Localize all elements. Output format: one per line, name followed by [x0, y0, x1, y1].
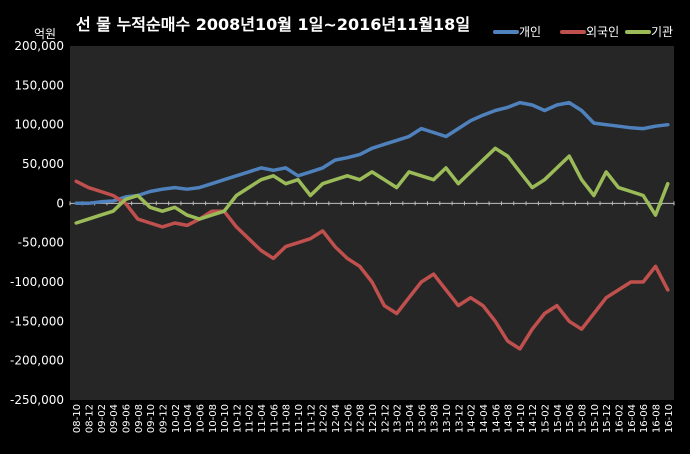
x-tick-label: 10-08	[208, 404, 219, 433]
x-tick-label: 12-08	[356, 404, 367, 433]
series-lines	[74, 100, 670, 351]
x-tick-label: 15-06	[565, 404, 576, 433]
x-tick-label: 13-12	[454, 404, 465, 433]
x-tick-label: 13-10	[442, 404, 453, 433]
x-tick-label: 12-04	[331, 404, 342, 433]
x-tick-label: 12-12	[380, 404, 391, 433]
y-tick-label: -150,000	[10, 314, 64, 328]
x-tick-label: 16-10	[664, 404, 675, 433]
x-tick-label: 15-12	[602, 404, 613, 433]
legend: 개인 외국인 기관	[493, 25, 673, 39]
x-tick-label: 14-04	[479, 404, 490, 433]
x-tick-label: 13-06	[417, 404, 428, 433]
x-tick-label: 10-12	[232, 404, 243, 433]
y-tick-label: -250,000	[10, 393, 64, 407]
x-tick-label: 08-12	[84, 404, 95, 433]
y-tick-label: 150,000	[14, 78, 64, 92]
x-tick-label: 12-10	[368, 404, 379, 433]
legend-label-개인: 개인	[519, 25, 541, 39]
chart-title: 선 물 누적순매수 2008년10월 1일~2016년11월18일	[76, 15, 470, 34]
x-tick-label: 12-06	[343, 404, 354, 433]
y-tick-label: -50,000	[18, 236, 64, 250]
x-axis: 08-10 08-12 09-02 09-04 09-06 09-08 09-10 09-12…	[72, 404, 675, 433]
series-line-개인	[74, 100, 670, 206]
x-tick-label: 11-04	[257, 404, 268, 433]
x-tick-label: 09-02	[97, 404, 108, 433]
x-tick-label: 08-10	[72, 404, 83, 433]
x-tick-label: 09-04	[109, 404, 120, 433]
x-tick-label: 16-08	[652, 404, 663, 433]
x-tick-label: 10-04	[183, 404, 194, 433]
y-axis: 200,000 150,000 100,000 50,000 0 -50,000 -100,…	[10, 39, 64, 407]
y-tick-label: 100,000	[14, 118, 64, 132]
x-tick-label: 13-08	[430, 404, 441, 433]
x-tick-label: 10-06	[195, 404, 206, 433]
x-tick-label: 11-12	[306, 404, 317, 433]
y-tick-label: 200,000	[14, 39, 64, 53]
x-tick-label: 10-02	[171, 404, 182, 433]
x-tick-label: 09-06	[121, 404, 132, 433]
legend-label-기관: 기관	[651, 25, 673, 39]
y-tick-label: -200,000	[10, 354, 64, 368]
x-tick-label: 16-02	[615, 404, 626, 433]
x-tick-label: 12-02	[319, 404, 330, 433]
series-line-기관	[74, 146, 670, 225]
x-tick-label: 14-12	[528, 404, 539, 433]
y-tick-label: 50,000	[22, 157, 64, 171]
plot-area	[70, 46, 674, 400]
y-axis-unit-label: 억원	[34, 27, 56, 41]
x-tick-label: 11-06	[269, 404, 280, 433]
x-tick-label: 16-06	[639, 404, 650, 433]
x-tick-label: 14-06	[491, 404, 502, 433]
y-tick-label: -100,000	[10, 275, 64, 289]
x-tick-label: 14-08	[504, 404, 515, 433]
x-tick-label: 11-02	[245, 404, 256, 433]
legend-label-외국인: 외국인	[586, 25, 619, 39]
x-tick-label: 15-04	[553, 404, 564, 433]
x-tick-label: 16-04	[627, 404, 638, 433]
x-tick-label: 14-02	[467, 404, 478, 433]
x-tick-label: 15-02	[541, 404, 552, 433]
x-tick-label: 09-08	[134, 404, 145, 433]
x-tick-label: 10-10	[220, 404, 231, 433]
x-tick-label: 13-02	[393, 404, 404, 433]
x-tick-label: 11-10	[294, 404, 305, 433]
x-tick-label: 13-04	[405, 404, 416, 433]
x-tick-label: 09-12	[158, 404, 169, 433]
x-tick-label: 14-10	[516, 404, 527, 433]
x-tick-label: 15-10	[590, 404, 601, 433]
series-line-외국인	[74, 179, 670, 351]
x-tick-label: 11-08	[282, 404, 293, 433]
x-tick-label: 15-08	[578, 404, 589, 433]
x-tick-label: 09-10	[146, 404, 157, 433]
y-tick-label: 0	[56, 196, 64, 210]
